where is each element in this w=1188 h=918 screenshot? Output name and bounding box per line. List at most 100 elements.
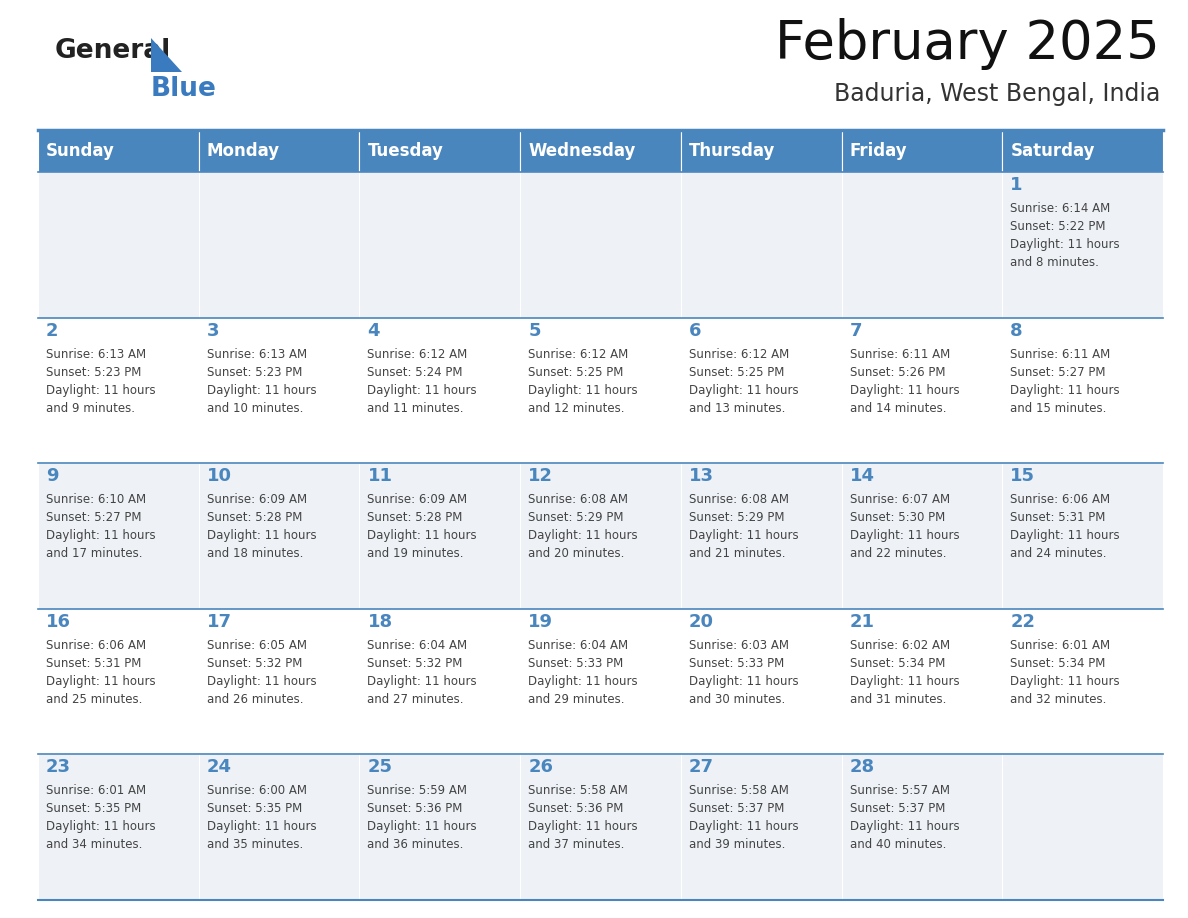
Bar [1003, 609, 1163, 755]
Bar [681, 172, 841, 318]
Text: Baduria, West Bengal, India: Baduria, West Bengal, India [834, 82, 1159, 106]
Bar [841, 464, 1003, 609]
Text: Monday: Monday [207, 142, 280, 160]
Text: Sunrise: 6:10 AM
Sunset: 5:27 PM
Daylight: 11 hours
and 17 minutes.: Sunrise: 6:10 AM Sunset: 5:27 PM Dayligh… [46, 493, 156, 560]
Text: 27: 27 [689, 758, 714, 777]
Bar [360, 172, 520, 318]
Text: 3: 3 [207, 321, 220, 340]
Bar [38, 130, 198, 172]
Text: 13: 13 [689, 467, 714, 486]
Text: Sunrise: 6:05 AM
Sunset: 5:32 PM
Daylight: 11 hours
and 26 minutes.: Sunrise: 6:05 AM Sunset: 5:32 PM Dayligh… [207, 639, 316, 706]
Bar [520, 172, 681, 318]
Text: 22: 22 [1010, 613, 1035, 631]
Text: Sunrise: 6:03 AM
Sunset: 5:33 PM
Daylight: 11 hours
and 30 minutes.: Sunrise: 6:03 AM Sunset: 5:33 PM Dayligh… [689, 639, 798, 706]
Text: 6: 6 [689, 321, 701, 340]
Text: Sunrise: 6:12 AM
Sunset: 5:25 PM
Daylight: 11 hours
and 13 minutes.: Sunrise: 6:12 AM Sunset: 5:25 PM Dayligh… [689, 348, 798, 415]
Text: 17: 17 [207, 613, 232, 631]
Bar [681, 318, 841, 464]
Text: Sunrise: 6:08 AM
Sunset: 5:29 PM
Daylight: 11 hours
and 21 minutes.: Sunrise: 6:08 AM Sunset: 5:29 PM Dayligh… [689, 493, 798, 560]
Bar [520, 609, 681, 755]
Bar [198, 755, 360, 900]
Bar [841, 755, 1003, 900]
Text: Sunrise: 5:59 AM
Sunset: 5:36 PM
Daylight: 11 hours
and 36 minutes.: Sunrise: 5:59 AM Sunset: 5:36 PM Dayligh… [367, 784, 478, 851]
Bar [360, 318, 520, 464]
Text: 15: 15 [1010, 467, 1035, 486]
Bar [1003, 755, 1163, 900]
Text: Sunrise: 6:11 AM
Sunset: 5:27 PM
Daylight: 11 hours
and 15 minutes.: Sunrise: 6:11 AM Sunset: 5:27 PM Dayligh… [1010, 348, 1120, 415]
Text: 8: 8 [1010, 321, 1023, 340]
Text: Sunrise: 6:00 AM
Sunset: 5:35 PM
Daylight: 11 hours
and 35 minutes.: Sunrise: 6:00 AM Sunset: 5:35 PM Dayligh… [207, 784, 316, 851]
Text: Saturday: Saturday [1010, 142, 1095, 160]
Text: Wednesday: Wednesday [529, 142, 636, 160]
Bar [360, 464, 520, 609]
Text: Tuesday: Tuesday [367, 142, 443, 160]
Bar [841, 609, 1003, 755]
Text: Sunrise: 6:07 AM
Sunset: 5:30 PM
Daylight: 11 hours
and 22 minutes.: Sunrise: 6:07 AM Sunset: 5:30 PM Dayligh… [849, 493, 959, 560]
Bar [681, 464, 841, 609]
Bar [198, 172, 360, 318]
Bar [198, 318, 360, 464]
Text: Sunrise: 6:12 AM
Sunset: 5:24 PM
Daylight: 11 hours
and 11 minutes.: Sunrise: 6:12 AM Sunset: 5:24 PM Dayligh… [367, 348, 478, 415]
Text: Sunrise: 6:13 AM
Sunset: 5:23 PM
Daylight: 11 hours
and 9 minutes.: Sunrise: 6:13 AM Sunset: 5:23 PM Dayligh… [46, 348, 156, 415]
Bar [841, 318, 1003, 464]
Text: Thursday: Thursday [689, 142, 776, 160]
Text: Sunrise: 6:12 AM
Sunset: 5:25 PM
Daylight: 11 hours
and 12 minutes.: Sunrise: 6:12 AM Sunset: 5:25 PM Dayligh… [529, 348, 638, 415]
Text: Sunrise: 6:04 AM
Sunset: 5:33 PM
Daylight: 11 hours
and 29 minutes.: Sunrise: 6:04 AM Sunset: 5:33 PM Dayligh… [529, 639, 638, 706]
Text: 2: 2 [46, 321, 58, 340]
Bar [360, 130, 520, 172]
Text: Sunrise: 6:06 AM
Sunset: 5:31 PM
Daylight: 11 hours
and 25 minutes.: Sunrise: 6:06 AM Sunset: 5:31 PM Dayligh… [46, 639, 156, 706]
Text: General: General [55, 38, 171, 64]
Text: Sunrise: 6:11 AM
Sunset: 5:26 PM
Daylight: 11 hours
and 14 minutes.: Sunrise: 6:11 AM Sunset: 5:26 PM Dayligh… [849, 348, 959, 415]
Bar [38, 755, 198, 900]
Text: Sunrise: 5:57 AM
Sunset: 5:37 PM
Daylight: 11 hours
and 40 minutes.: Sunrise: 5:57 AM Sunset: 5:37 PM Dayligh… [849, 784, 959, 851]
Bar [360, 609, 520, 755]
Text: 18: 18 [367, 613, 392, 631]
Text: 10: 10 [207, 467, 232, 486]
Text: Sunrise: 6:09 AM
Sunset: 5:28 PM
Daylight: 11 hours
and 19 minutes.: Sunrise: 6:09 AM Sunset: 5:28 PM Dayligh… [367, 493, 478, 560]
Text: Sunrise: 5:58 AM
Sunset: 5:36 PM
Daylight: 11 hours
and 37 minutes.: Sunrise: 5:58 AM Sunset: 5:36 PM Dayligh… [529, 784, 638, 851]
Bar [38, 172, 198, 318]
Text: 28: 28 [849, 758, 874, 777]
Text: Sunrise: 6:01 AM
Sunset: 5:35 PM
Daylight: 11 hours
and 34 minutes.: Sunrise: 6:01 AM Sunset: 5:35 PM Dayligh… [46, 784, 156, 851]
Bar [841, 172, 1003, 318]
Text: 9: 9 [46, 467, 58, 486]
Bar [198, 130, 360, 172]
Text: 16: 16 [46, 613, 71, 631]
Bar [520, 464, 681, 609]
Text: 24: 24 [207, 758, 232, 777]
Bar [38, 464, 198, 609]
Text: Sunrise: 6:09 AM
Sunset: 5:28 PM
Daylight: 11 hours
and 18 minutes.: Sunrise: 6:09 AM Sunset: 5:28 PM Dayligh… [207, 493, 316, 560]
Bar [38, 609, 198, 755]
Text: Sunrise: 5:58 AM
Sunset: 5:37 PM
Daylight: 11 hours
and 39 minutes.: Sunrise: 5:58 AM Sunset: 5:37 PM Dayligh… [689, 784, 798, 851]
Bar [38, 318, 198, 464]
Text: Sunrise: 6:14 AM
Sunset: 5:22 PM
Daylight: 11 hours
and 8 minutes.: Sunrise: 6:14 AM Sunset: 5:22 PM Dayligh… [1010, 202, 1120, 269]
Text: 14: 14 [849, 467, 874, 486]
Text: 25: 25 [367, 758, 392, 777]
Polygon shape [151, 38, 182, 72]
Bar [360, 755, 520, 900]
Bar [520, 130, 681, 172]
Text: Sunrise: 6:02 AM
Sunset: 5:34 PM
Daylight: 11 hours
and 31 minutes.: Sunrise: 6:02 AM Sunset: 5:34 PM Dayligh… [849, 639, 959, 706]
Text: Sunrise: 6:01 AM
Sunset: 5:34 PM
Daylight: 11 hours
and 32 minutes.: Sunrise: 6:01 AM Sunset: 5:34 PM Dayligh… [1010, 639, 1120, 706]
Text: Sunrise: 6:04 AM
Sunset: 5:32 PM
Daylight: 11 hours
and 27 minutes.: Sunrise: 6:04 AM Sunset: 5:32 PM Dayligh… [367, 639, 478, 706]
Bar [1003, 464, 1163, 609]
Text: 11: 11 [367, 467, 392, 486]
Text: Sunrise: 6:06 AM
Sunset: 5:31 PM
Daylight: 11 hours
and 24 minutes.: Sunrise: 6:06 AM Sunset: 5:31 PM Dayligh… [1010, 493, 1120, 560]
Text: 20: 20 [689, 613, 714, 631]
Text: 4: 4 [367, 321, 380, 340]
Text: 5: 5 [529, 321, 541, 340]
Text: Friday: Friday [849, 142, 908, 160]
Bar [681, 609, 841, 755]
Text: 26: 26 [529, 758, 554, 777]
Text: Sunrise: 6:13 AM
Sunset: 5:23 PM
Daylight: 11 hours
and 10 minutes.: Sunrise: 6:13 AM Sunset: 5:23 PM Dayligh… [207, 348, 316, 415]
Text: 7: 7 [849, 321, 862, 340]
Bar [198, 609, 360, 755]
Bar [1003, 172, 1163, 318]
Bar [681, 755, 841, 900]
Bar [1003, 130, 1163, 172]
Text: Sunrise: 6:08 AM
Sunset: 5:29 PM
Daylight: 11 hours
and 20 minutes.: Sunrise: 6:08 AM Sunset: 5:29 PM Dayligh… [529, 493, 638, 560]
Text: 1: 1 [1010, 176, 1023, 194]
Text: Blue: Blue [151, 76, 217, 102]
Text: 12: 12 [529, 467, 554, 486]
Bar [1003, 318, 1163, 464]
